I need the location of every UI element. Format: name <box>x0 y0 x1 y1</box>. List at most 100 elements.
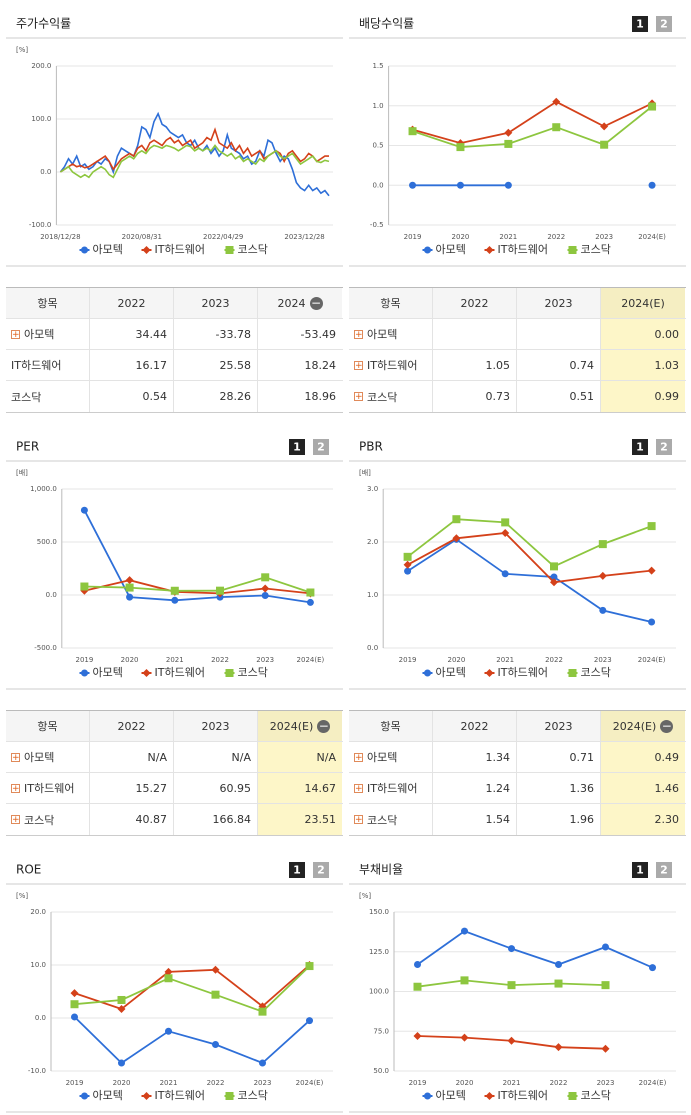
table-header: 항목 2022 2023 2024(E) − <box>349 711 686 742</box>
legend-marker <box>81 246 88 254</box>
x-tick-label: 2019 <box>75 656 93 664</box>
legend-label: 아모텍 <box>93 243 123 256</box>
legend-label: 코스닥 <box>238 666 268 679</box>
table-cell: 1.36 <box>517 773 601 803</box>
series-line <box>59 111 330 197</box>
header-cell: 항목 <box>6 711 90 741</box>
table-cell: + IT하드웨어 <box>6 773 90 803</box>
expand-icon[interactable]: + <box>11 329 20 340</box>
cell-text: 0.99 <box>654 390 680 403</box>
tab-button-label: 1 <box>293 864 301 877</box>
tab-button[interactable] <box>632 862 648 878</box>
data-point <box>507 1036 516 1045</box>
table-cell: 166.84 <box>174 804 258 835</box>
tab-button[interactable] <box>656 16 672 32</box>
data-point <box>552 123 561 132</box>
y-tick-label: 0.0 <box>372 181 383 189</box>
data-point <box>261 573 270 582</box>
table-row: + IT하드웨어 1.24 1.36 1.46 <box>349 773 686 804</box>
tab-button[interactable] <box>656 862 672 878</box>
expand-icon[interactable]: + <box>11 783 20 794</box>
cell-text: 1.24 <box>485 781 511 795</box>
collapse-icon[interactable]: − <box>660 718 674 733</box>
cell-text: N/A <box>231 750 251 764</box>
expand-icon[interactable]: + <box>354 783 363 794</box>
cell-text: 0.71 <box>569 750 595 764</box>
table-cell: N/A <box>90 742 174 772</box>
cell-text: IT하드웨어 <box>367 782 418 795</box>
legend-label: 코스닥 <box>238 243 268 256</box>
expand-icon[interactable]: + <box>354 815 363 825</box>
table-cell: 0.73 <box>433 381 517 412</box>
legend-label: IT하드웨어 <box>498 1088 548 1102</box>
x-tick-label: 2021 <box>160 1079 178 1087</box>
data-point <box>648 181 656 189</box>
header-cell: 항목 <box>349 288 433 318</box>
header-text: 2022 <box>460 719 489 733</box>
table-cell: 16.17 <box>90 350 174 380</box>
expand-icon[interactable]: + <box>354 752 363 763</box>
data-point <box>601 1044 610 1053</box>
header-text: 2023 <box>544 719 573 733</box>
header-text: 2023 <box>544 296 573 310</box>
series-line <box>412 105 653 149</box>
x-tick-label: 2023 <box>256 656 274 664</box>
tab-button[interactable] <box>289 439 305 455</box>
y-tick-label: 100.0 <box>31 115 51 123</box>
data-point <box>409 181 417 189</box>
expand-icon[interactable]: + <box>354 329 363 340</box>
collapse-icon[interactable]: − <box>317 718 331 733</box>
x-tick-label: 2022 <box>550 1079 568 1087</box>
legend-marker <box>568 669 577 677</box>
cell-text: 아모텍 <box>24 328 55 341</box>
header-text: 항목 <box>37 297 58 310</box>
series-line <box>84 579 311 595</box>
data-point <box>216 586 224 595</box>
series-line <box>74 964 311 1011</box>
expand-icon[interactable]: + <box>354 360 363 371</box>
table-cell: 0.54 <box>90 381 174 412</box>
expand-icon[interactable]: + <box>11 752 20 763</box>
tab-button[interactable] <box>632 439 648 455</box>
data-point <box>126 593 134 601</box>
panel-title: PBR <box>359 440 383 454</box>
y-tick-label: 0.0 <box>367 644 378 652</box>
legend-marker <box>225 669 234 677</box>
tab-button[interactable] <box>656 439 672 455</box>
collapse-icon[interactable]: − <box>309 295 323 310</box>
table-cell: 34.44 <box>90 319 174 349</box>
data-point <box>117 1004 126 1013</box>
header-text: 2023 <box>201 719 230 733</box>
data-point <box>305 962 314 971</box>
table-cell <box>517 319 601 349</box>
cell-text: 아모텍 <box>367 751 398 764</box>
series-line <box>59 127 329 173</box>
table-cell: 0.74 <box>517 350 601 380</box>
cell-text: 코스닥 <box>367 390 398 404</box>
legend-label: IT하드웨어 <box>498 242 548 256</box>
x-tick-label: 2019 <box>404 233 422 241</box>
data-point <box>403 552 412 561</box>
table-cell: 0.71 <box>517 742 601 772</box>
tab-button[interactable] <box>313 439 329 455</box>
cell-text: 코스닥 <box>11 390 42 404</box>
x-tick-label: 2022 <box>211 656 229 664</box>
header-text: 2024 <box>277 296 306 310</box>
table-cell: 1.24 <box>433 773 517 803</box>
x-tick-label: 2020 <box>452 233 470 241</box>
expand-icon[interactable]: + <box>11 815 20 825</box>
tab-button[interactable] <box>632 16 648 32</box>
x-tick-label: 2023 <box>595 233 613 241</box>
cell-text: 23.51 <box>304 813 337 826</box>
header-cell: 2023 <box>517 711 601 741</box>
data-point <box>258 1007 267 1016</box>
tab-button[interactable] <box>313 862 329 878</box>
cell-text: 16.17 <box>135 358 168 372</box>
panel-title: PER <box>16 440 39 454</box>
data-point <box>171 596 179 604</box>
y-tick-label: -10.0 <box>28 1067 46 1075</box>
tab-button[interactable] <box>289 862 305 878</box>
expand-icon[interactable]: + <box>354 392 363 402</box>
x-tick-label: 2020 <box>121 656 139 664</box>
x-tick-label: 2024(E) <box>639 1079 667 1087</box>
